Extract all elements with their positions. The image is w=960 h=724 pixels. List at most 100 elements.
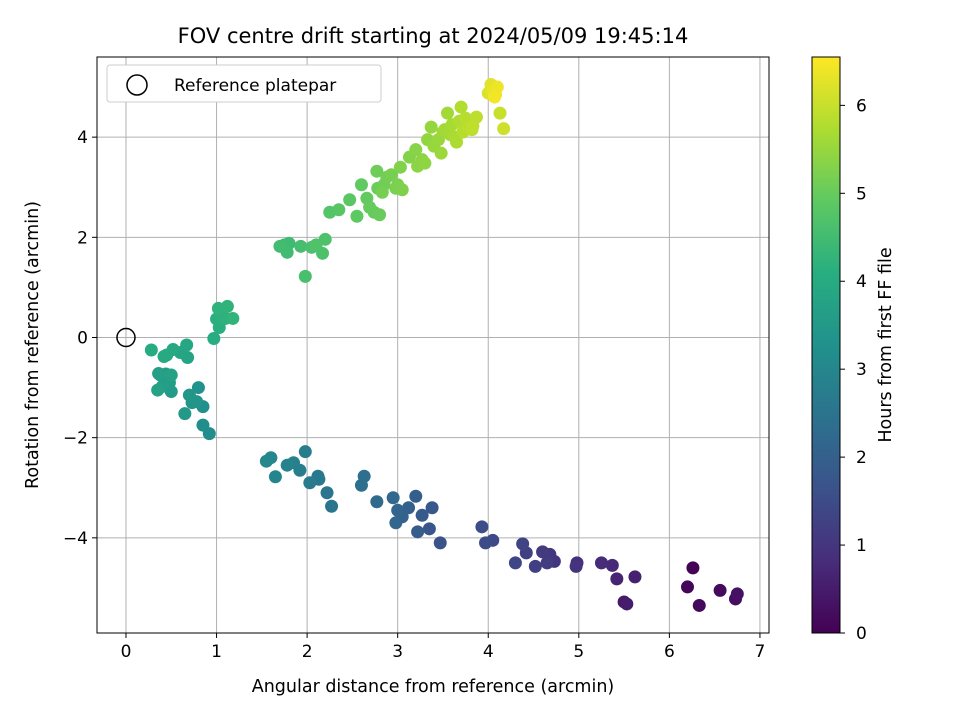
legend: Reference platepar [106, 64, 382, 103]
data-point [303, 476, 317, 490]
y-axis: −4 −2 0 2 4 [63, 128, 97, 549]
data-point [454, 100, 468, 114]
x-tick-label: 7 [755, 642, 766, 662]
x-tick-label: 5 [573, 642, 584, 662]
data-point [354, 178, 368, 192]
data-point [273, 239, 287, 253]
colorbar-tick-label: 1 [856, 536, 867, 556]
data-point [440, 106, 454, 120]
data-point [393, 160, 407, 174]
data-point [259, 454, 273, 468]
data-point [713, 583, 727, 597]
data-point [409, 143, 423, 157]
x-tick-label: 2 [302, 642, 313, 662]
data-point [418, 156, 432, 170]
colorbar-tick-label: 5 [856, 184, 867, 204]
data-point [191, 381, 205, 395]
data-point [628, 570, 642, 584]
data-point [182, 388, 196, 402]
data-point [508, 556, 522, 570]
data-point [325, 499, 339, 513]
data-point [370, 495, 384, 509]
data-point [375, 185, 389, 199]
data-point [433, 536, 447, 550]
data-point [207, 331, 221, 345]
plot-frame [96, 56, 770, 634]
data-point [516, 537, 530, 551]
y-tick-label: 2 [77, 228, 88, 248]
data-point [425, 501, 439, 515]
colorbar-tick-label: 2 [856, 448, 867, 468]
data-point [594, 556, 608, 570]
data-point [370, 164, 384, 178]
data-point [605, 558, 619, 572]
data-point [493, 106, 507, 120]
data-point [536, 545, 550, 559]
data-point [157, 350, 171, 364]
data-point [294, 239, 308, 253]
data-point [280, 458, 294, 472]
data-point [320, 486, 334, 500]
data-point [343, 193, 357, 207]
y-tick-label: −2 [63, 429, 88, 449]
data-point [178, 407, 192, 421]
data-point [680, 580, 694, 594]
data-point [411, 525, 425, 539]
data-point [610, 572, 624, 586]
data-point [151, 383, 165, 397]
x-tick-label: 4 [483, 642, 494, 662]
data-point [424, 120, 438, 134]
x-tick-label: 0 [121, 642, 132, 662]
x-tick-label: 3 [392, 642, 403, 662]
colorbar-label: Hours from first FF file [876, 247, 896, 442]
data-point [415, 508, 429, 522]
data-point [528, 559, 542, 573]
data-point [220, 299, 234, 313]
data-point [434, 146, 448, 160]
colorbar: 0 1 2 3 4 5 6 Hours from first FF file [811, 56, 896, 644]
data-point [152, 367, 166, 381]
colorbar-tick-label: 0 [856, 624, 867, 644]
data-point [298, 445, 312, 459]
colorbar-tick-label: 3 [856, 360, 867, 380]
data-point [488, 90, 502, 104]
data-points [144, 78, 744, 612]
colorbar-gradient [811, 56, 841, 634]
data-point [309, 238, 323, 252]
x-tick-label: 1 [211, 642, 222, 662]
y-tick-label: 4 [77, 128, 88, 148]
data-point [226, 311, 240, 325]
data-point [497, 122, 511, 136]
x-axis: 0 1 2 3 4 5 6 7 [121, 633, 766, 662]
data-point [268, 470, 282, 484]
data-point [389, 516, 403, 530]
colorbar-tick-label: 6 [856, 96, 867, 116]
data-point [479, 536, 493, 550]
data-point [475, 520, 489, 534]
data-point [384, 168, 398, 182]
data-point [354, 478, 368, 492]
data-point [730, 587, 744, 601]
data-point [686, 561, 700, 575]
data-point [490, 80, 504, 94]
colorbar-ticks: 0 1 2 3 4 5 6 [840, 96, 867, 644]
data-point [391, 503, 405, 517]
legend-label: Reference platepar [174, 76, 336, 96]
data-point [373, 208, 387, 222]
data-point [164, 368, 178, 382]
data-point [569, 559, 583, 573]
data-point [144, 343, 158, 357]
data-point [395, 183, 409, 197]
data-point [386, 491, 400, 505]
data-point [540, 556, 554, 570]
y-tick-label: 0 [77, 328, 88, 348]
data-point [402, 501, 416, 515]
legend-reference-icon [126, 74, 148, 96]
colorbar-tick-label: 4 [856, 272, 867, 292]
data-point [298, 269, 312, 283]
x-tick-label: 6 [664, 642, 675, 662]
reference-marker [116, 327, 136, 348]
data-point [409, 489, 423, 503]
x-axis-label: Angular distance from reference (arcmin) [252, 677, 615, 697]
